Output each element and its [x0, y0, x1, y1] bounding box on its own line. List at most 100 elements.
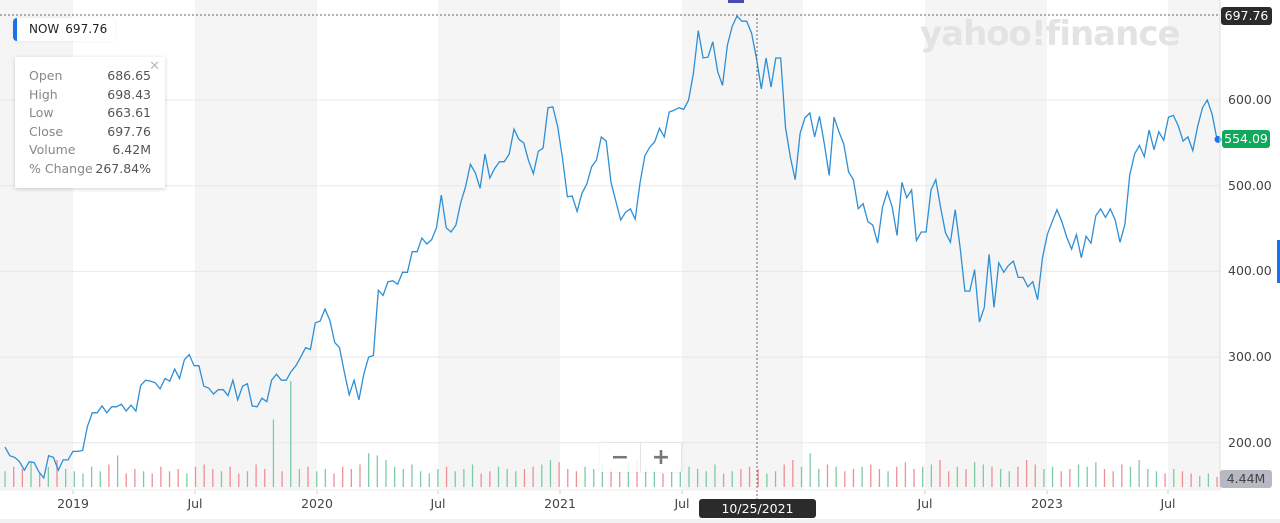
volume-bar: [913, 469, 915, 487]
tooltip-label: Close: [29, 123, 64, 139]
volume-bar: [454, 471, 456, 487]
volume-bar: [21, 469, 24, 487]
volume-bar: [930, 464, 933, 487]
volume-bar: [281, 471, 283, 487]
y-tick-label: 400.00: [1228, 263, 1272, 279]
volume-bar: [1103, 469, 1106, 487]
x-tick-label: 2019: [57, 496, 89, 511]
volume-bar: [965, 469, 967, 487]
volume-bar: [151, 473, 153, 487]
period-bands: [0, 0, 1220, 490]
volume-bar: [497, 466, 500, 487]
volume-bar: [506, 469, 508, 487]
range-handle[interactable]: [728, 0, 744, 3]
volume-bar: [809, 453, 811, 487]
volume-bar: [645, 466, 647, 487]
ticker-tag[interactable]: NOW 697.76: [13, 18, 116, 41]
zoom-in-button[interactable]: +: [641, 443, 682, 472]
volume-bar: [671, 471, 673, 487]
period-band: [925, 0, 1047, 490]
volume-bar: [73, 471, 75, 487]
volume-bar: [610, 469, 612, 487]
x-tick-label: 2023: [1031, 496, 1063, 511]
volume-bar: [714, 464, 716, 487]
volume-bar: [766, 473, 768, 487]
volume-bar: [1112, 471, 1114, 487]
volume-bar: [272, 419, 275, 487]
volume-bar: [783, 464, 785, 487]
volume-bar: [722, 473, 725, 487]
volume-bar: [298, 469, 301, 487]
zoom-out-button[interactable]: −: [600, 443, 641, 472]
tooltip-value: 6.42M: [112, 142, 151, 157]
volume-bar: [852, 469, 855, 487]
last-volume-tag: 4.44M: [1220, 470, 1272, 488]
volume-bar: [342, 466, 344, 487]
volume-bar: [541, 464, 543, 487]
volume-bar: [956, 466, 958, 487]
volume-bar: [653, 469, 655, 487]
volume-bar: [125, 473, 127, 487]
volume-bar: [1181, 471, 1184, 487]
volume-bar: [393, 466, 396, 487]
volume-bar: [688, 466, 690, 487]
tooltip-row: Volume 6.42M: [29, 142, 151, 161]
volume-bar: [30, 462, 32, 487]
side-panel-handle[interactable]: [1277, 240, 1280, 283]
volume-bar: [523, 469, 526, 487]
volume-bar: [696, 469, 699, 487]
volume-bar: [1069, 469, 1071, 487]
volume-bar: [411, 464, 413, 487]
volume-bar: [887, 471, 889, 487]
volume-bar: [662, 473, 664, 487]
tooltip-label: High: [29, 86, 58, 102]
volume-bar: [705, 471, 707, 487]
volume-bar: [1121, 464, 1123, 487]
volume-bar: [212, 469, 214, 487]
tooltip-value: 686.65: [107, 68, 151, 83]
bottom-scroll-track[interactable]: [0, 519, 1280, 523]
volume-bar: [1051, 466, 1054, 487]
volume-bar: [1025, 460, 1028, 487]
volume-bar: [627, 462, 630, 487]
volume-bar: [904, 462, 907, 487]
volume-bar: [532, 466, 534, 487]
volume-bar: [376, 455, 378, 487]
volume-bar: [982, 464, 984, 487]
volume-bar: [1190, 473, 1192, 487]
volume-bar: [463, 469, 465, 487]
tooltip-value: 267.84%: [95, 160, 151, 176]
tooltip-value: 697.76: [107, 123, 151, 139]
volume-bar: [445, 466, 448, 487]
volume-bar: [1043, 469, 1045, 487]
volume-bar: [264, 469, 266, 487]
volume-bar: [56, 460, 58, 487]
volume-bar: [636, 460, 638, 487]
volume-bar: [437, 469, 439, 487]
crosshair-price-tag: 697.76: [1221, 7, 1272, 25]
volume-bar: [238, 473, 240, 487]
volume-bar: [878, 469, 881, 487]
volume-bar: [177, 469, 179, 487]
volume-bar: [999, 469, 1002, 487]
x-tick-label: 2021: [544, 496, 576, 511]
volume-bar: [203, 464, 205, 487]
volume-bar: [991, 466, 993, 487]
volume-bar: [13, 466, 15, 487]
y-tick-label: 500.00: [1228, 177, 1272, 193]
volume-bar: [1095, 462, 1097, 487]
volume-bar: [290, 381, 292, 487]
x-tick-label: Jul: [187, 496, 203, 511]
tooltip-label: % Change: [29, 160, 93, 176]
volume-bar: [1017, 466, 1019, 487]
volume-bar: [1077, 464, 1080, 487]
close-icon[interactable]: ✕: [149, 59, 160, 74]
volume-bar: [489, 471, 491, 487]
volume-bar: [4, 471, 6, 487]
volume-bar: [1060, 471, 1062, 487]
period-band: [195, 0, 317, 490]
price-line: [4, 14, 1218, 480]
volume-bar: [307, 466, 309, 487]
volume-bar: [246, 471, 249, 487]
